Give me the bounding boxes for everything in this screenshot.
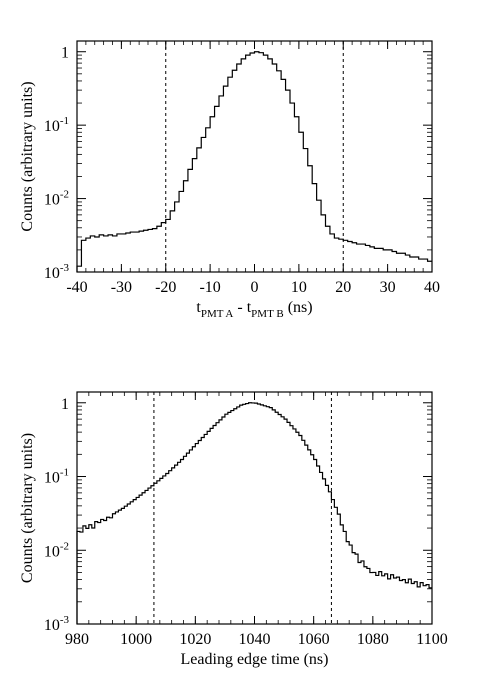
x-tick-label: -10 — [199, 279, 220, 296]
x-tick-label: -30 — [111, 279, 132, 296]
axis-ticks — [76, 392, 433, 625]
x-tick-label: 30 — [380, 279, 396, 296]
x-tick-label: 1000 — [120, 631, 152, 648]
histogram-series — [76, 402, 432, 624]
tick-labels: 980 1000 1020 1040 1060 1080 1100 1 10-1 10-2 10-3 — [44, 396, 448, 648]
cut-lines — [165, 41, 344, 272]
y-tick-label: 10-1 — [44, 115, 69, 135]
x-axis-label: tPMT A - tPMT B (ns) — [196, 299, 312, 320]
chart-time-difference: -40 -30 -20 -10 0 10 20 30 40 1 10-1 10-2 10-3 tPMT … — [19, 40, 440, 320]
x-axis-label: Leading edge time (ns) — [181, 651, 329, 668]
y-axis-label: Counts (arbitrary units) — [19, 81, 36, 231]
x-tick-label: 1100 — [416, 631, 447, 648]
x-tick-label: 1080 — [357, 631, 389, 648]
x-tick-label: 1060 — [298, 631, 330, 648]
x-tick-label: 1040 — [239, 631, 271, 648]
cut-lines — [153, 392, 332, 624]
x-tick-label: 980 — [65, 631, 89, 648]
x-tick-label: 0 — [251, 279, 259, 296]
histogram-series — [76, 51, 432, 272]
x-tick-label: -40 — [66, 279, 87, 296]
y-tick-label: 10-2 — [44, 189, 69, 209]
y-tick-label: 10-2 — [44, 540, 69, 560]
y-tick-label: 10-3 — [44, 262, 70, 282]
y-tick-label: 1 — [61, 396, 69, 413]
x-tick-label: -20 — [155, 279, 176, 296]
axis-ticks — [76, 41, 433, 273]
x-tick-label: 20 — [335, 279, 351, 296]
x-tick-label: 10 — [291, 279, 307, 296]
x-tick-label: 40 — [424, 279, 440, 296]
y-tick-label: 10-3 — [44, 614, 70, 634]
plot-frame — [76, 40, 433, 273]
chart-leading-edge: 980 1000 1020 1040 1060 1080 1100 1 10-1 10-2 10-3… — [19, 391, 448, 668]
y-tick-label: 1 — [61, 45, 69, 62]
plot-frame — [76, 391, 433, 625]
y-axis-label: Counts (arbitrary units) — [19, 433, 36, 583]
y-tick-label: 10-1 — [44, 467, 69, 487]
tick-labels: -40 -30 -20 -10 0 10 20 30 40 1 10-1 10-2 10-3 — [44, 45, 440, 296]
x-tick-label: 1020 — [179, 631, 211, 648]
